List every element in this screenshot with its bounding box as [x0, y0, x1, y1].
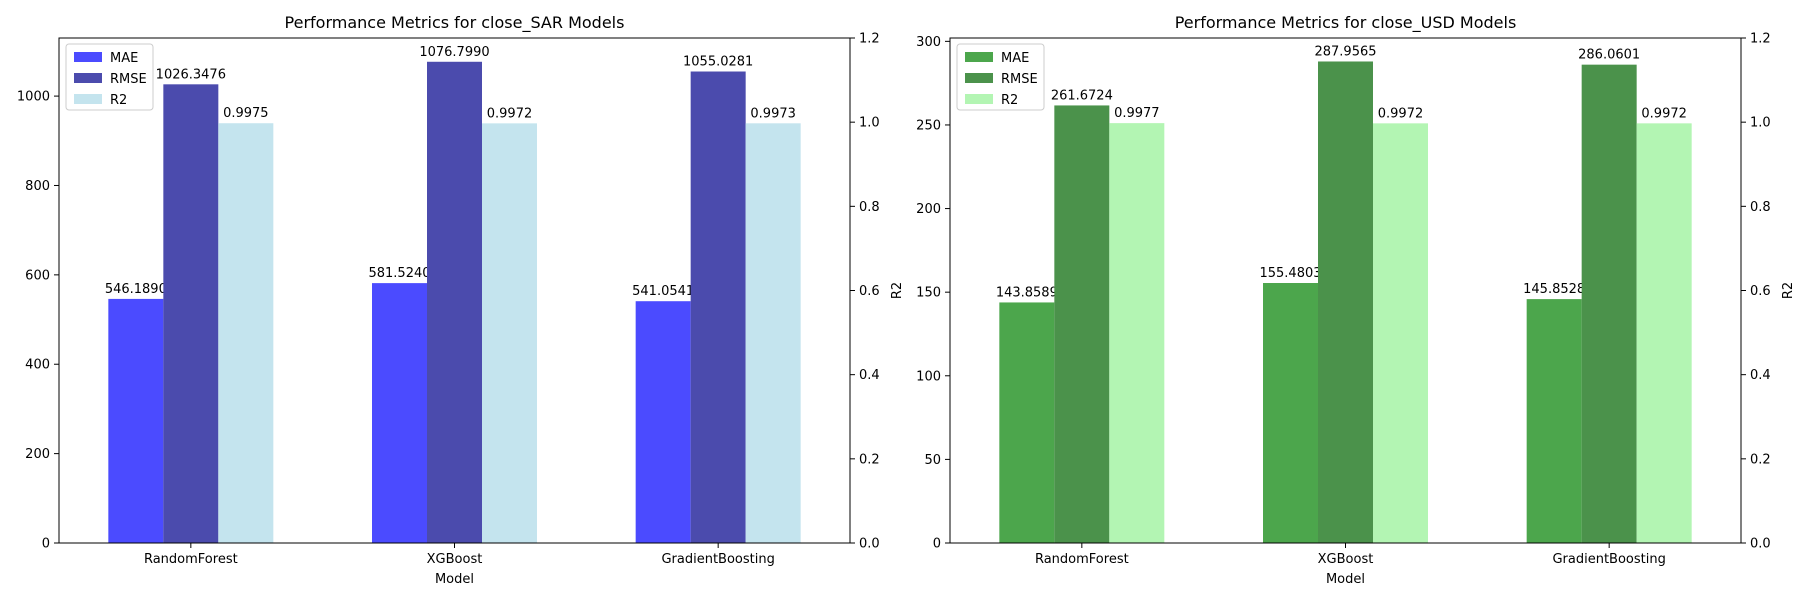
y2-tick-label: 0.8 — [1750, 200, 1771, 215]
bar-rmse-randomforest — [1054, 105, 1110, 543]
bar-r2-gradientboosting — [745, 123, 801, 543]
y-tick-label: 400 — [25, 358, 50, 373]
legend: MAE RMSE R2 — [956, 43, 1045, 111]
x-tick-label: GradientBoosting — [661, 552, 774, 567]
data-label: 0.9972 — [1378, 106, 1424, 121]
y2-tick-label: 1.0 — [859, 116, 880, 131]
y2-tick-label: 0.0 — [859, 537, 880, 552]
y2-tick-label: 0.2 — [1750, 452, 1771, 467]
legend-label-rmse: RMSE — [110, 72, 147, 87]
bar-rmse-gradientboosting — [1581, 64, 1637, 543]
bar-r2-xgboost — [482, 123, 537, 543]
x-tick-label: RandomForest — [1035, 552, 1129, 567]
data-label: 1026.3476 — [156, 67, 226, 82]
y-tick-label: 200 — [25, 447, 50, 462]
bar-rmse-gradientboosting — [690, 71, 746, 544]
y-tick-label: 1000 — [17, 90, 50, 105]
data-label: 0.9977 — [1114, 106, 1160, 121]
y-tick-label: 250 — [916, 118, 941, 133]
data-label: 1076.7990 — [419, 45, 489, 60]
data-label: 145.8528 — [1523, 282, 1585, 297]
y2-tick-label: 0.4 — [1750, 368, 1771, 383]
legend-swatch-rmse — [965, 73, 993, 83]
y2-tick-label: 0.8 — [859, 200, 880, 215]
y2-tick-label: 1.2 — [1750, 32, 1771, 47]
data-label: 143.8589 — [996, 285, 1058, 300]
data-label: 287.9565 — [1314, 44, 1376, 59]
y-tick-label: 600 — [25, 268, 50, 283]
y-tick-label: 300 — [916, 35, 941, 50]
bar-mae-gradientboosting — [635, 301, 691, 543]
x-tick-label: GradientBoosting — [1552, 552, 1665, 567]
chart-panel-2: 143.8589 155.4803 145.8528 261.6724 287.9565… — [916, 13, 1796, 587]
data-label: 0.9972 — [487, 106, 533, 121]
legend-swatch-mae — [965, 52, 993, 62]
chart-panel-1: 546.1890 581.5240 541.0541 1026.3476 1076.79… — [17, 13, 905, 587]
data-label: 1055.0281 — [683, 55, 753, 70]
data-label: 541.0541 — [632, 284, 694, 299]
legend-label-rmse: RMSE — [1001, 72, 1038, 87]
y2-tick-label: 1.0 — [1750, 116, 1771, 131]
y-tick-label: 50 — [924, 453, 941, 468]
y2-tick-label: 1.2 — [859, 32, 880, 47]
legend-swatch-rmse — [74, 73, 102, 83]
legend-label-r2: R2 — [110, 93, 127, 108]
data-label: 155.4803 — [1259, 266, 1321, 281]
y2-tick-label: 0.4 — [859, 368, 880, 383]
legend-swatch-mae — [74, 52, 102, 62]
x-tick-label: RandomForest — [144, 552, 238, 567]
bar-r2-randomforest — [1109, 123, 1165, 543]
y-tick-label: 150 — [916, 286, 941, 301]
legend-label-r2: R2 — [1001, 93, 1018, 108]
y2-tick-label: 0.2 — [859, 452, 880, 467]
bar-mae-xgboost — [372, 283, 427, 543]
x-tick-label: XGBoost — [1318, 552, 1374, 567]
y-tick-label: 200 — [916, 202, 941, 217]
data-label: 286.0601 — [1578, 48, 1640, 63]
bar-mae-randomforest — [108, 298, 164, 543]
legend-swatch-r2 — [74, 94, 102, 104]
x-axis-label: Model — [1326, 572, 1365, 587]
x-tick-label: XGBoost — [427, 552, 483, 567]
data-label: 581.5240 — [368, 266, 430, 281]
bar-rmse-xgboost — [1318, 61, 1373, 543]
data-label: 0.9973 — [750, 106, 796, 121]
bar-mae-randomforest — [999, 302, 1055, 543]
y2-axis-label: R2 — [1781, 282, 1796, 299]
y-tick-label: 800 — [25, 179, 50, 194]
bar-mae-xgboost — [1263, 283, 1318, 543]
y2-tick-label: 0.6 — [1750, 284, 1771, 299]
data-label: 546.1890 — [105, 282, 167, 297]
data-label: 0.9975 — [223, 106, 269, 121]
legend-swatch-r2 — [965, 94, 993, 104]
bar-mae-gradientboosting — [1526, 299, 1582, 543]
bar-rmse-randomforest — [163, 84, 219, 543]
legend: MAE RMSE R2 — [65, 43, 154, 111]
y2-axis-label: R2 — [890, 282, 905, 299]
chart-title: Performance Metrics for close_USD Models — [1175, 13, 1517, 33]
bar-rmse-xgboost — [427, 61, 482, 544]
bar-r2-randomforest — [218, 123, 274, 543]
y-tick-label: 0 — [42, 537, 50, 552]
y2-tick-label: 0.6 — [859, 284, 880, 299]
bar-r2-gradientboosting — [1636, 123, 1692, 543]
y2-tick-label: 0.0 — [1750, 537, 1771, 552]
data-label: 0.9972 — [1641, 106, 1687, 121]
legend-label-mae: MAE — [1001, 51, 1029, 66]
chart-title: Performance Metrics for close_SAR Models — [285, 13, 625, 33]
y-tick-label: 100 — [916, 369, 941, 384]
x-axis-label: Model — [435, 572, 474, 587]
y-tick-label: 0 — [933, 537, 941, 552]
legend-label-mae: MAE — [110, 51, 138, 66]
data-label: 261.6724 — [1051, 88, 1113, 103]
bar-r2-xgboost — [1373, 123, 1428, 543]
